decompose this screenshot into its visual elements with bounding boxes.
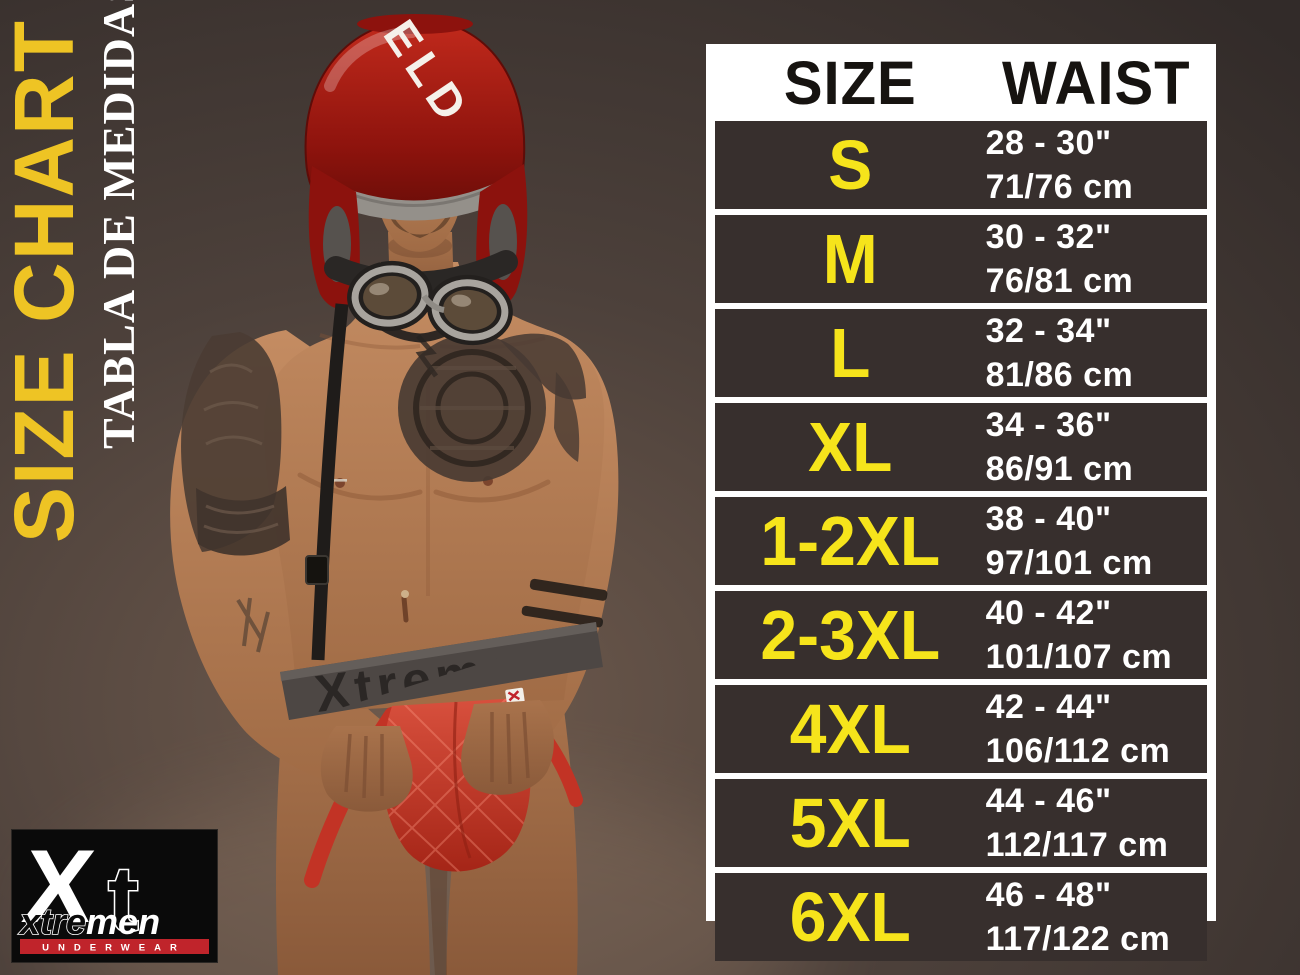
table-row: S 28 - 30" 71/76 cm (715, 121, 1207, 209)
waist-inches: 46 - 48" (985, 876, 1112, 914)
column-header-waist: WAIST (1001, 49, 1191, 118)
waist-inches: 44 - 46" (985, 782, 1112, 820)
logo-monogram-x: X (18, 830, 100, 945)
table-row: 6XL 46 - 48" 117/122 cm (715, 873, 1207, 961)
waist-cm: 81/86 cm (985, 356, 1134, 394)
page-subtitle: TABLA DE MEDIDAS (93, 0, 144, 449)
waist-cm: 117/122 cm (985, 920, 1171, 958)
waist-cm: 76/81 cm (985, 262, 1134, 300)
waist-inches: 38 - 40" (985, 500, 1112, 538)
logo-monogram-t: t (108, 848, 139, 950)
waist-inches: 30 - 32" (985, 218, 1112, 256)
logo-underwear-bar (20, 939, 209, 954)
waist-cm: 101/107 cm (985, 638, 1173, 676)
waist-inches: 32 - 34" (985, 312, 1112, 350)
waist-cm: 86/91 cm (985, 450, 1134, 488)
logo-word-outline: xtre (18, 901, 86, 942)
waist-inches: 34 - 36" (985, 406, 1112, 444)
column-header-size: SIZE (783, 49, 917, 118)
size-label: 6XL (789, 878, 911, 956)
size-label: 1-2XL (760, 502, 941, 580)
size-label: L (830, 314, 871, 392)
waist-cm: 106/112 cm (985, 732, 1171, 770)
waist-cm: 71/76 cm (985, 168, 1134, 206)
tattoo-chest-right (398, 333, 586, 482)
waist-inches: 40 - 42" (985, 594, 1112, 632)
waist-inches: 28 - 30" (985, 124, 1112, 162)
waist-inches: 42 - 44" (985, 688, 1112, 726)
tattoo-sleeve-left (181, 332, 290, 653)
waist-cm: 97/101 cm (985, 544, 1153, 582)
page-title: SIZE CHART (0, 19, 91, 543)
size-table: SIZE WAIST S 28 - 30" 71/76 cm M 30 - 32"… (706, 44, 1216, 961)
size-label: 4XL (789, 690, 911, 768)
size-label: 2-3XL (760, 596, 941, 674)
table-row: 5XL 44 - 46" 112/117 cm (715, 779, 1207, 867)
logo-underwear-text: UNDERWEAR (42, 943, 186, 954)
tattoo-armband-rings (521, 578, 608, 628)
table-row: L 32 - 34" 81/86 cm (715, 309, 1207, 397)
goggles (324, 250, 518, 346)
table-row: 1-2XL 38 - 40" 97/101 cm (715, 497, 1207, 585)
waist-cm: 112/117 cm (985, 826, 1169, 864)
table-row: XL 34 - 36" 86/91 cm (715, 403, 1207, 491)
logo-word-solid: men (86, 901, 160, 942)
size-label: XL (808, 408, 893, 486)
table-header-row: SIZE WAIST (715, 53, 1207, 115)
size-label: S (828, 126, 873, 204)
size-label: M (822, 220, 878, 298)
table-row: M 30 - 32" 76/81 cm (715, 215, 1207, 303)
table-row: 4XL 42 - 44" 106/112 cm (715, 685, 1207, 773)
table-row: 2-3XL 40 - 42" 101/107 cm (715, 591, 1207, 679)
svg-text:xtremen: xtremen (18, 901, 160, 942)
hands (320, 700, 554, 812)
size-label: 5XL (789, 784, 911, 862)
brand-logo: X t xtremen UNDERWEAR (12, 830, 217, 962)
helmet: ELD (304, 11, 528, 661)
